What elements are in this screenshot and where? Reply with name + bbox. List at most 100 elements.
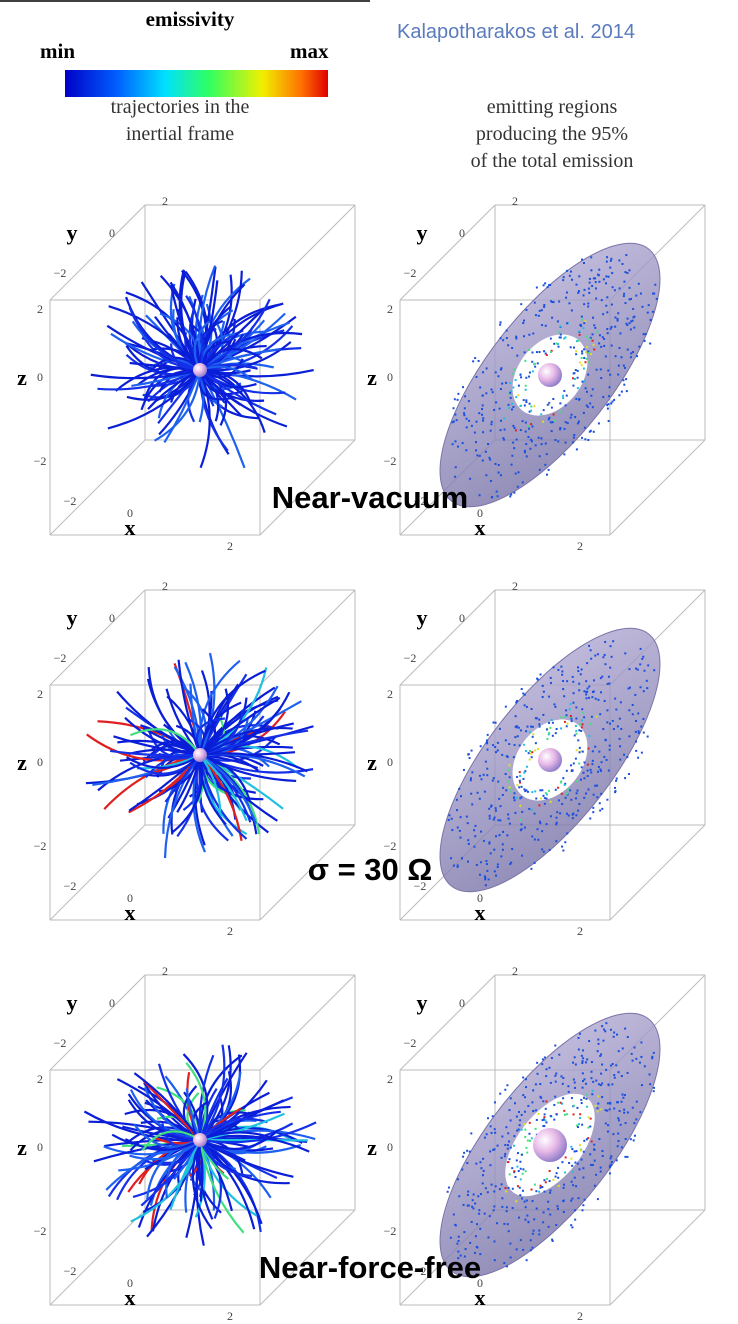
emission-point	[598, 269, 600, 271]
emission-point	[589, 338, 591, 340]
emission-point	[618, 1071, 620, 1073]
emission-point	[519, 1187, 521, 1189]
emission-point	[633, 1122, 635, 1124]
emission-point	[479, 386, 481, 388]
emission-point	[622, 1097, 624, 1099]
emission-point	[588, 735, 590, 737]
emission-point	[470, 779, 472, 781]
emission-point	[589, 1125, 591, 1127]
emission-point	[619, 347, 621, 349]
emission-point	[562, 688, 564, 690]
emission-point	[510, 862, 512, 864]
emission-point	[514, 1176, 516, 1178]
emission-point	[634, 1135, 636, 1137]
emission-point	[618, 365, 620, 367]
emission-point	[581, 357, 583, 359]
emission-point	[524, 1129, 526, 1131]
emission-point	[519, 782, 521, 784]
emission-point	[602, 396, 604, 398]
emission-point	[494, 1132, 496, 1134]
emission-point	[565, 404, 567, 406]
emission-point	[494, 746, 496, 748]
emission-point	[598, 422, 600, 424]
emission-point	[519, 1124, 521, 1126]
emission-point	[595, 281, 597, 283]
emission-point	[473, 846, 475, 848]
emission-point	[586, 1106, 588, 1108]
emission-point	[635, 731, 637, 733]
emission-point	[562, 395, 564, 397]
emission-point	[551, 719, 553, 721]
emission-point	[565, 421, 567, 423]
emission-point	[590, 256, 592, 258]
emission-point	[554, 439, 556, 441]
emission-point	[523, 399, 525, 401]
emission-point	[486, 774, 488, 776]
emission-point	[639, 1111, 641, 1113]
emission-point	[467, 1205, 469, 1207]
emission-point	[500, 420, 502, 422]
emission-point	[628, 668, 630, 670]
emission-point	[542, 714, 544, 716]
emission-point	[619, 718, 621, 720]
emission-point	[571, 1226, 573, 1228]
emission-point	[553, 703, 555, 705]
emission-point	[505, 773, 507, 775]
emission-point	[513, 1145, 515, 1147]
emission-point	[507, 1161, 509, 1163]
emission-point	[593, 344, 595, 346]
emission-point	[551, 430, 553, 432]
emission-point	[585, 693, 587, 695]
emission-point	[562, 1083, 564, 1085]
emission-point	[590, 269, 592, 271]
emission-point	[473, 1193, 475, 1195]
emission-point	[586, 1098, 588, 1100]
emission-point	[466, 1150, 468, 1152]
emission-point	[588, 288, 590, 290]
emission-point	[531, 1101, 533, 1103]
emission-point	[573, 1079, 575, 1081]
emission-point	[575, 725, 577, 727]
emission-point	[571, 1165, 573, 1167]
emission-point	[542, 696, 544, 698]
emission-point	[524, 1136, 526, 1138]
emission-point	[607, 1131, 609, 1133]
emission-point	[571, 279, 573, 281]
emission-point	[506, 1084, 508, 1086]
emission-point	[541, 1186, 543, 1188]
emission-point	[572, 814, 574, 816]
emission-point	[593, 324, 595, 326]
emission-point	[630, 352, 632, 354]
emission-point	[479, 1161, 481, 1163]
emission-point	[593, 348, 595, 350]
emission-point	[508, 743, 510, 745]
emission-point	[564, 1114, 566, 1116]
emission-point	[535, 444, 537, 446]
emission-point	[543, 1179, 545, 1181]
emission-point	[606, 311, 608, 313]
emission-point	[491, 804, 493, 806]
emission-point	[492, 744, 494, 746]
emission-point	[566, 322, 568, 324]
cube-edge	[400, 205, 495, 300]
emission-point	[522, 1249, 524, 1251]
emission-point	[585, 691, 587, 693]
emission-point	[574, 416, 576, 418]
emission-point	[537, 679, 539, 681]
emission-point	[526, 1152, 528, 1154]
emission-point	[553, 1104, 555, 1106]
emission-point	[513, 1170, 515, 1172]
tick-label: −2	[64, 1264, 77, 1278]
emission-point	[448, 1187, 450, 1189]
emission-point	[493, 777, 495, 779]
emission-point	[597, 653, 599, 655]
emission-point	[586, 687, 588, 689]
emission-point	[584, 761, 586, 763]
emission-point	[457, 866, 459, 868]
emission-point	[519, 405, 521, 407]
emission-point	[653, 1090, 655, 1092]
emission-point	[587, 788, 589, 790]
emission-point	[577, 370, 579, 372]
emission-point	[539, 726, 541, 728]
emission-point	[578, 398, 580, 400]
